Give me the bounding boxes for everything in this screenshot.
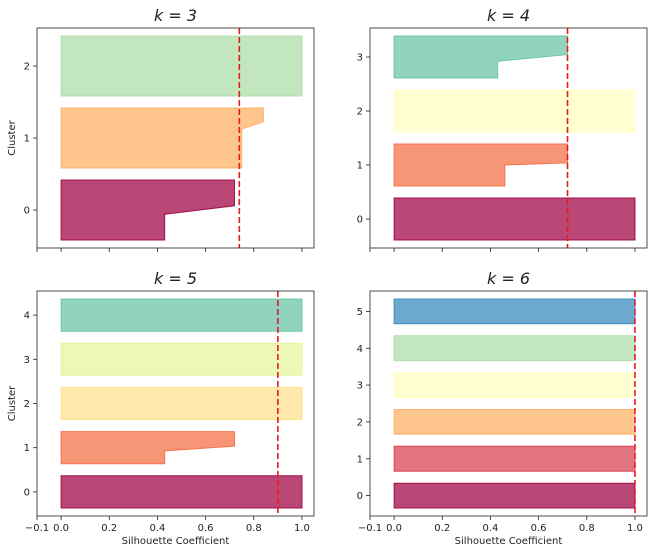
x-axis-label: Silhouette Coefficient (122, 536, 230, 547)
x-tick-label: 0.2 (434, 523, 450, 534)
y-axis-label: Cluster (7, 119, 18, 155)
y-tick-label: 2 (24, 62, 30, 73)
cluster-3-silhouette (393, 35, 568, 79)
cluster-2-silhouette (393, 89, 636, 133)
cluster-2-silhouette (60, 386, 303, 421)
subplot-title: k = 6 (487, 269, 530, 288)
y-tick-label: 1 (357, 454, 363, 465)
subplot-title: k = 4 (487, 6, 530, 25)
cluster-0-silhouette (60, 475, 303, 509)
axes-frame (36, 27, 315, 249)
subplot-k3: 0 1 2 k = 3 Cluster (7, 6, 315, 252)
x-axis-label: Silhouette Coefficient (455, 536, 563, 547)
cluster-1-silhouette (60, 107, 264, 169)
subplot-k5: 0 1 2 3 4 −0.1 0.0 0.2 0.4 0.6 0.8 1.0 k = 5 Cluster S… (7, 269, 315, 547)
axes-frame (369, 290, 648, 517)
y-axis-label: Cluster (7, 385, 18, 421)
axes-frame (369, 27, 648, 249)
x-tick-label: 0.6 (198, 523, 214, 534)
cluster-3-silhouette (60, 342, 303, 376)
cluster-1-silhouette (393, 143, 568, 187)
subplot-title: k = 3 (154, 6, 197, 25)
y-tick-label: 1 (24, 134, 30, 145)
x-tick-label: 0.8 (579, 523, 595, 534)
y-tick-label: 1 (357, 161, 363, 172)
y-tick-label: 3 (357, 381, 363, 392)
x-tick-label: 0.6 (531, 523, 547, 534)
y-tick-label: 0 (24, 206, 30, 217)
y-tick-label: 0 (357, 215, 363, 226)
y-tick-label: 4 (24, 311, 30, 322)
x-tick-label: 1.0 (294, 523, 310, 534)
y-tick-label: 2 (357, 107, 363, 118)
x-tick-label: −0.1 (25, 523, 49, 534)
y-tick-label: 4 (357, 344, 363, 355)
x-tick-label: 0.4 (482, 523, 498, 534)
cluster-0-silhouette (393, 482, 636, 509)
x-tick-label: 0.8 (246, 523, 262, 534)
cluster-4-silhouette (393, 335, 636, 362)
cluster-0-silhouette (60, 179, 235, 241)
y-tick-label: 0 (24, 487, 30, 498)
cluster-2-silhouette (60, 35, 303, 97)
subplot-k4: 0 1 2 3 k = 4 (357, 6, 648, 252)
cluster-0-silhouette (393, 197, 636, 241)
cluster-3-silhouette (393, 372, 636, 398)
y-tick-label: 2 (24, 399, 30, 410)
x-tick-label: 0.0 (53, 523, 69, 534)
cluster-1-silhouette (393, 445, 636, 472)
x-tick-label: 0.4 (149, 523, 165, 534)
cluster-4-silhouette (60, 298, 303, 332)
cluster-5-silhouette (393, 298, 636, 325)
subplot-title: k = 5 (154, 269, 197, 288)
x-tick-label: 0.2 (101, 523, 117, 534)
cluster-1-silhouette (60, 431, 235, 465)
x-tick-label: 0.0 (386, 523, 402, 534)
y-tick-label: 2 (357, 417, 363, 428)
y-tick-label: 1 (24, 443, 30, 454)
cluster-2-silhouette (393, 409, 636, 435)
x-tick-label: −0.1 (358, 523, 382, 534)
y-tick-label: 5 (357, 307, 363, 318)
axes-frame (36, 290, 315, 517)
y-tick-label: 3 (24, 355, 30, 366)
y-tick-label: 3 (357, 53, 363, 64)
x-tick-label: 1.0 (627, 523, 643, 534)
subplot-k6: 0 1 2 3 4 5 −0.1 0.0 0.2 0.4 0.6 0.8 1.0 k = 6 Silhoue… (357, 269, 648, 547)
y-tick-label: 0 (357, 491, 363, 502)
